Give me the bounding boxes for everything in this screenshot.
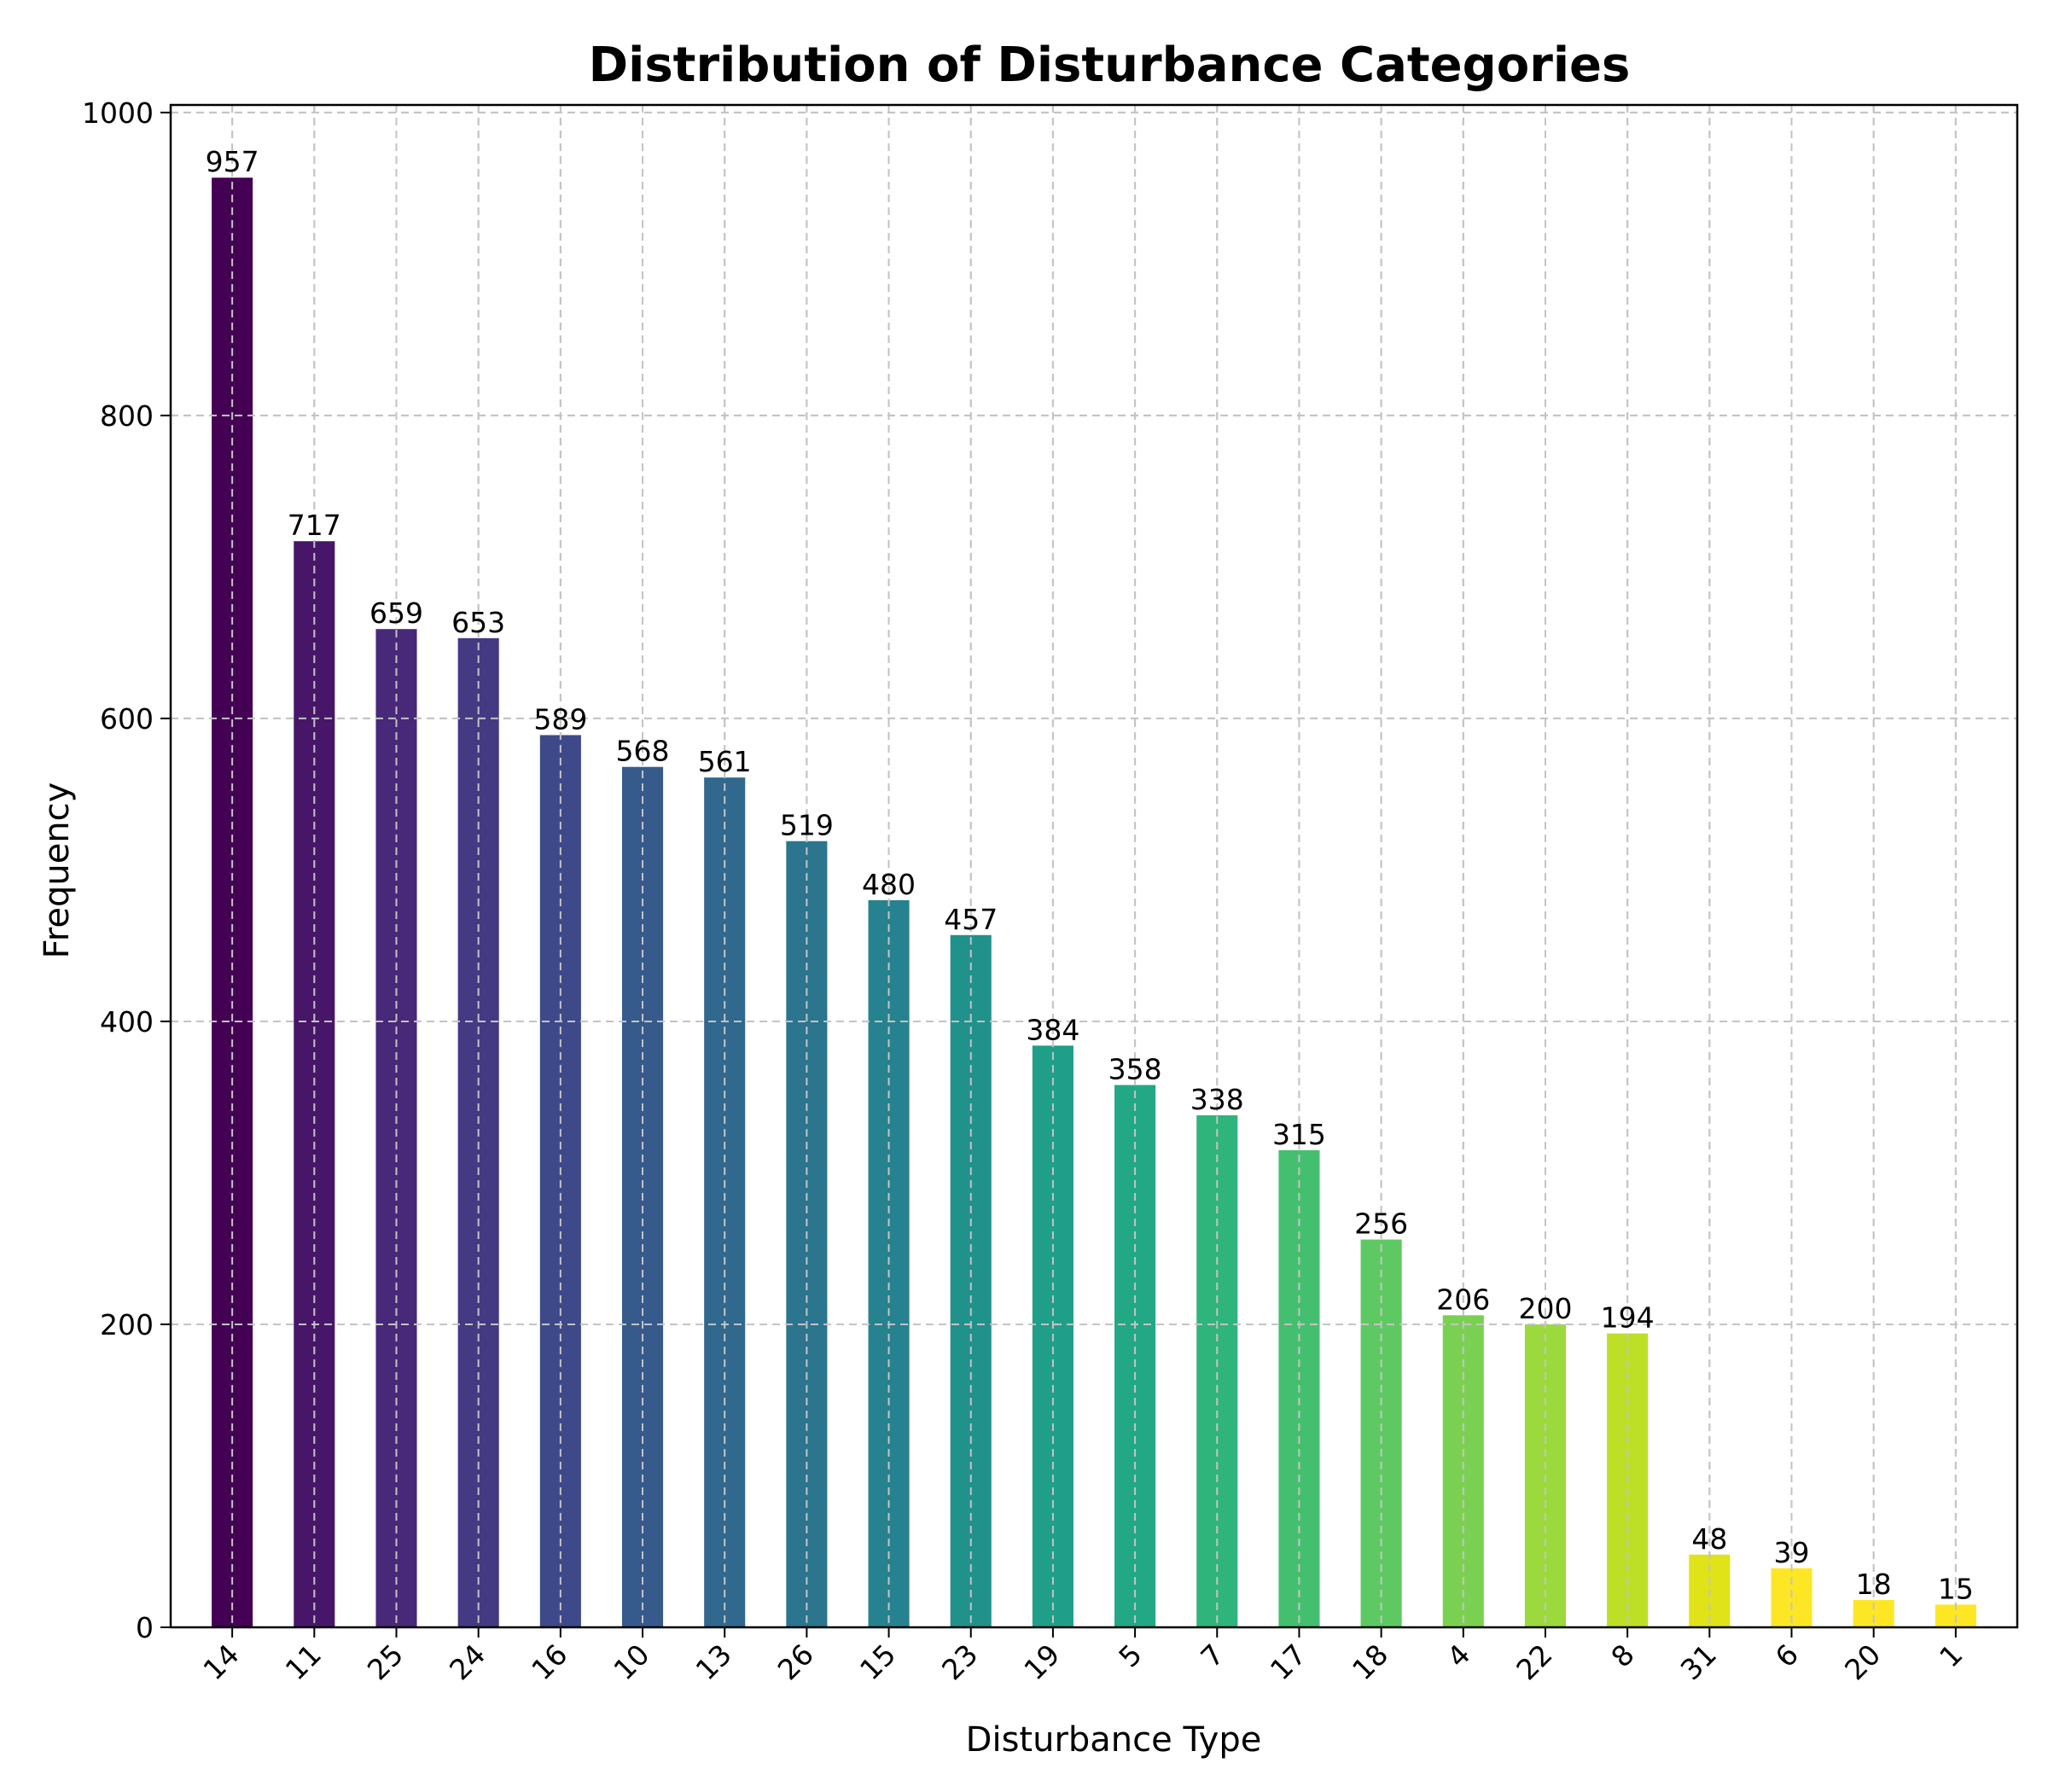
data-label-6: 39 [1774, 1536, 1810, 1569]
bar-13 [704, 777, 746, 1627]
x-tick-label-4: 4 [1440, 1638, 1476, 1673]
data-label-23: 457 [944, 903, 998, 936]
x-tick-label-13: 13 [689, 1638, 738, 1686]
bar-7 [1196, 1115, 1238, 1627]
chart-title: Distribution of Disturbance Categories [589, 38, 1631, 93]
data-label-7: 338 [1190, 1083, 1244, 1116]
data-label-5: 358 [1108, 1053, 1162, 1086]
x-tick-label-14: 14 [197, 1638, 246, 1686]
data-label-13: 561 [698, 745, 752, 778]
y-tick-label: 400 [100, 1005, 154, 1039]
data-label-15: 480 [862, 868, 916, 901]
y-tick-label: 0 [136, 1611, 154, 1644]
x-axis-label: Disturbance Type [966, 1720, 1262, 1760]
plot-frame [169, 103, 2019, 1629]
x-tick-label-20: 20 [1838, 1638, 1887, 1686]
x-tick-label-8: 8 [1604, 1638, 1640, 1673]
data-label-31: 48 [1691, 1522, 1727, 1556]
y-tick-label: 600 [100, 702, 154, 736]
data-label-16: 589 [533, 702, 587, 736]
bar-18 [1360, 1239, 1402, 1627]
data-label-14: 957 [206, 145, 259, 178]
x-tick-label-16: 16 [525, 1638, 573, 1686]
x-tick-label-23: 23 [935, 1638, 984, 1686]
data-label-20: 18 [1856, 1568, 1892, 1601]
x-tick-label-10: 10 [607, 1638, 655, 1686]
x-tick-label-1: 1 [1933, 1638, 1969, 1673]
x-tick-label-24: 24 [443, 1638, 492, 1686]
data-label-18: 256 [1354, 1207, 1408, 1241]
data-label-25: 659 [369, 596, 423, 630]
x-tick-label-31: 31 [1674, 1638, 1723, 1686]
data-label-19: 384 [1026, 1013, 1079, 1046]
x-tick-label-18: 18 [1346, 1638, 1394, 1686]
data-label-24: 653 [451, 606, 505, 639]
x-tick-label-6: 6 [1769, 1638, 1805, 1673]
data-label-22: 200 [1518, 1292, 1572, 1325]
grid-lines [171, 105, 2017, 1628]
bar-4 [1442, 1315, 1484, 1627]
data-label-1: 15 [1938, 1572, 1974, 1605]
grid-overlay [171, 105, 2017, 1628]
data-labels: 957 717 659 653 589 568 561 519 480 457 384 358 338 3… [206, 145, 1974, 1605]
bar-5 [1114, 1085, 1156, 1627]
bar-23 [950, 934, 992, 1627]
data-label-4: 206 [1436, 1283, 1490, 1316]
y-tick-label: 800 [100, 399, 154, 433]
x-tick-label-7: 7 [1194, 1638, 1230, 1673]
data-label-17: 315 [1272, 1118, 1326, 1151]
y-tick-label: 200 [100, 1308, 154, 1341]
x-tick-label-22: 22 [1510, 1638, 1558, 1686]
x-tick-label-5: 5 [1112, 1638, 1148, 1673]
data-label-11: 717 [288, 509, 341, 542]
x-tick-label-15: 15 [853, 1638, 902, 1686]
data-label-26: 519 [780, 809, 834, 842]
x-tick-label-26: 26 [771, 1638, 820, 1686]
data-label-8: 194 [1601, 1301, 1655, 1335]
x-tick-label-17: 17 [1264, 1638, 1312, 1686]
x-tick-label-25: 25 [361, 1638, 410, 1686]
bar-25 [375, 629, 417, 1627]
x-tick-label-19: 19 [1017, 1638, 1066, 1686]
x-tick-label-11: 11 [279, 1638, 328, 1686]
y-tick-label: 1000 [82, 96, 154, 130]
bars [212, 177, 1976, 1628]
y-axis-label: Frequency [38, 783, 77, 959]
data-label-10: 568 [616, 735, 670, 768]
